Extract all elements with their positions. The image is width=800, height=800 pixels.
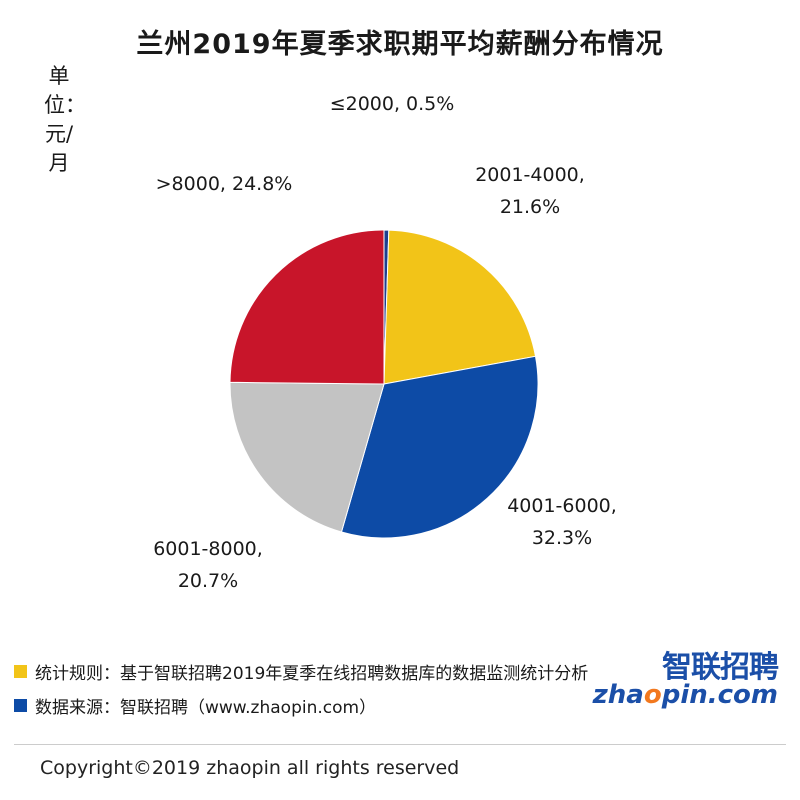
zhaopin-logo: 智联招聘 zhaopin.com	[593, 640, 786, 720]
logo-en-suffix: pin.com	[661, 680, 778, 710]
legend-rule: 统计规则：基于智联招聘2019年夏季在线招聘数据库的数据监测统计分析	[14, 654, 614, 688]
slice-label-4001-6000-range: 4001-6000,	[507, 495, 617, 517]
slice-label-4001-6000-pct: 32.3%	[532, 527, 592, 549]
pie-slice-6001-8000	[229, 381, 385, 533]
legend-source-text: 数据来源：智联招聘（www.zhaopin.com）	[35, 697, 377, 718]
chart-title: 兰州2019年夏季求职期平均薪酬分布情况	[136, 29, 664, 60]
logo-chinese-text: 智联招聘	[662, 650, 779, 685]
legend: 统计规则：基于智联招聘2019年夏季在线招聘数据库的数据监测统计分析 数据来源：…	[14, 654, 614, 722]
logo-en-dot: o	[643, 680, 662, 710]
legend-rule-text: 统计规则：基于智联招聘2019年夏季在线招聘数据库的数据监测统计分析	[35, 663, 589, 684]
copyright-text: Copyright©2019 zhaopin all rights reserv…	[40, 757, 460, 779]
footer-divider	[14, 744, 786, 745]
legend-swatch-yellow	[14, 664, 27, 678]
legend-source: 数据来源：智联招聘（www.zhaopin.com）	[14, 688, 614, 722]
logo-english-text: zhaopin.com	[593, 680, 778, 710]
slice-label-6001-8000-pct: 20.7%	[178, 570, 238, 592]
slice-label-le2000: ≤2000, 0.5%	[330, 93, 455, 115]
slice-label-6001-8000-range: 6001-8000,	[153, 538, 263, 560]
pie-slices	[229, 229, 539, 539]
unit-label: 单位：元/月	[44, 64, 86, 175]
pie-slice-2001-4000	[383, 229, 537, 385]
logo-en-prefix: zha	[592, 680, 644, 710]
slice-label-2001-4000-range: 2001-4000,	[475, 164, 585, 186]
slice-label-2001-4000-pct: 21.6%	[500, 196, 560, 218]
pie-slice-8000	[229, 229, 385, 385]
legend-swatch-blue	[14, 698, 27, 712]
slice-label-gt8000: >8000, 24.8%	[156, 173, 293, 195]
pie-slice-4001-6000	[340, 355, 539, 539]
